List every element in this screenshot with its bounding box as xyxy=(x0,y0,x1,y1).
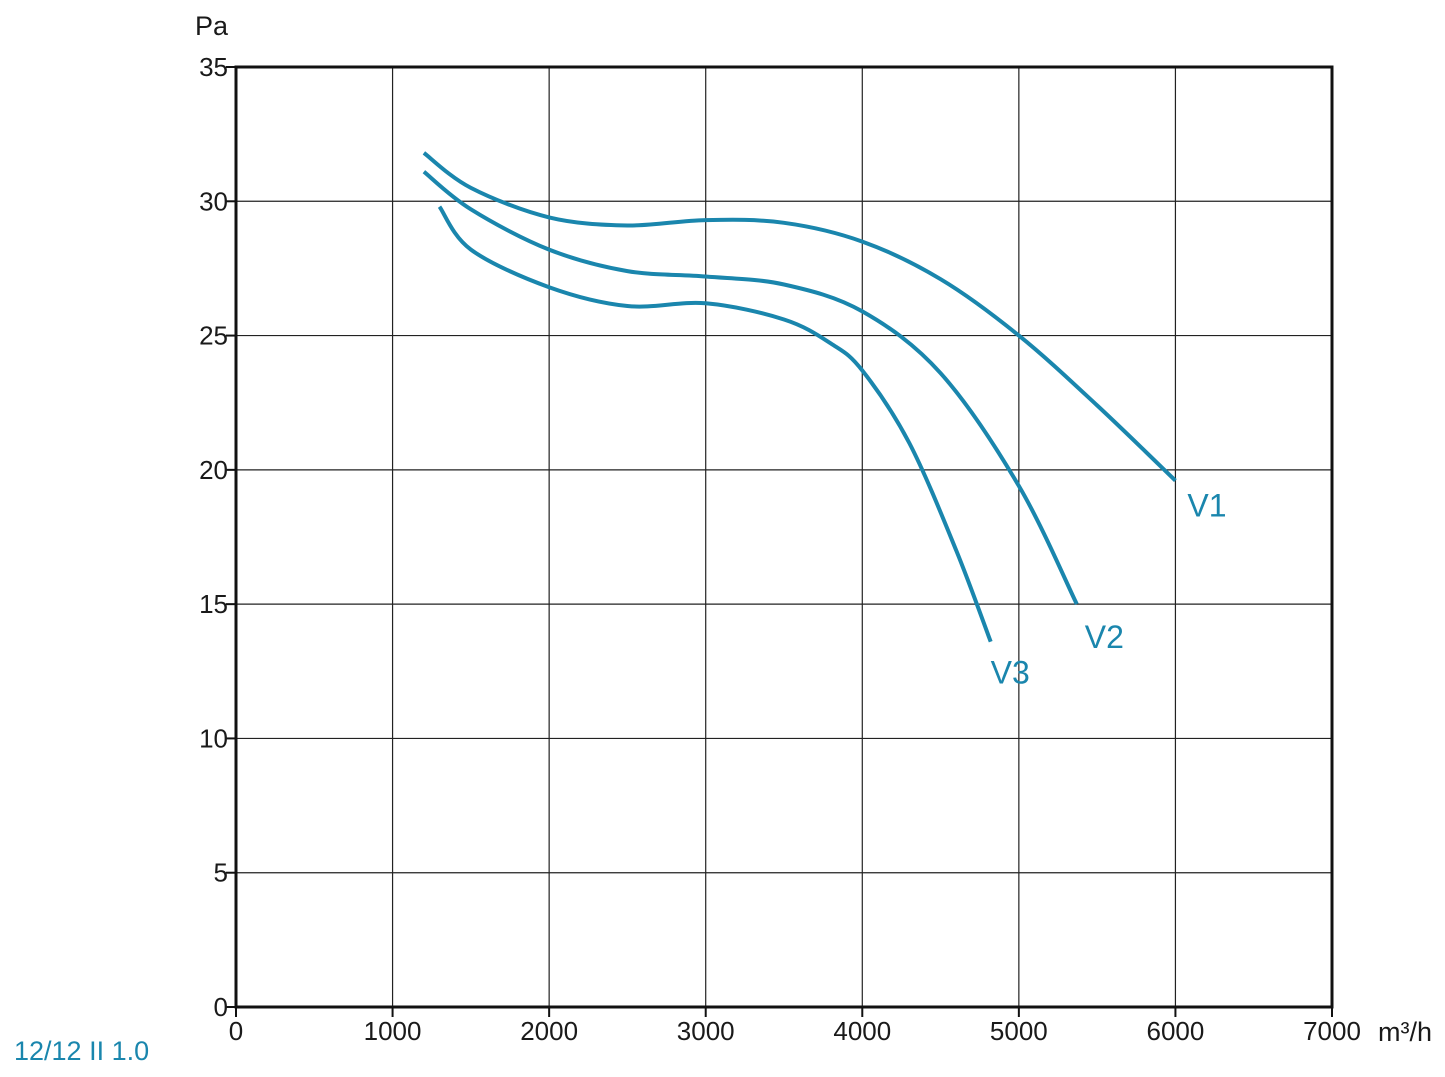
x-axis-label: m³/h xyxy=(1378,1017,1432,1047)
grid-lines xyxy=(236,67,1332,1007)
y-tick-label: 5 xyxy=(214,858,228,888)
y-tick-label: 0 xyxy=(214,992,228,1022)
x-tick-labels: 0 1000 2000 3000 4000 5000 6000 7000 xyxy=(229,1007,1361,1046)
y-tick-label: 35 xyxy=(199,52,228,82)
x-tick-label: 3000 xyxy=(677,1016,735,1046)
model-label: 12/12 II 1.0 xyxy=(14,1036,149,1066)
x-tick-label: 5000 xyxy=(990,1016,1048,1046)
series-label-v1: V1 xyxy=(1187,488,1226,524)
y-axis-label: Pa xyxy=(195,11,229,41)
series-line-v2 xyxy=(422,170,1079,605)
x-tick-label: 2000 xyxy=(520,1016,578,1046)
y-tick-label: 15 xyxy=(199,589,228,619)
series-lines xyxy=(422,151,1177,643)
series-line-v1 xyxy=(422,151,1177,483)
x-tick-label: 6000 xyxy=(1147,1016,1205,1046)
series-label-v3: V3 xyxy=(991,655,1030,691)
x-tick-label: 0 xyxy=(229,1016,243,1046)
y-tick-label: 30 xyxy=(199,186,228,216)
x-tick-label: 1000 xyxy=(364,1016,422,1046)
y-tick-labels: 0 5 10 15 20 25 30 35 xyxy=(199,52,236,1022)
plot-frame xyxy=(234,65,1334,1009)
series-label-v2: V2 xyxy=(1085,619,1124,655)
y-tick-label: 20 xyxy=(199,455,228,485)
y-tick-label: 25 xyxy=(199,321,228,351)
x-tick-label: 4000 xyxy=(833,1016,891,1046)
series-labels: V1 V2 V3 xyxy=(991,488,1227,691)
x-tick-label: 7000 xyxy=(1303,1016,1361,1046)
y-tick-label: 10 xyxy=(199,723,228,753)
series-line-v3 xyxy=(437,205,993,643)
